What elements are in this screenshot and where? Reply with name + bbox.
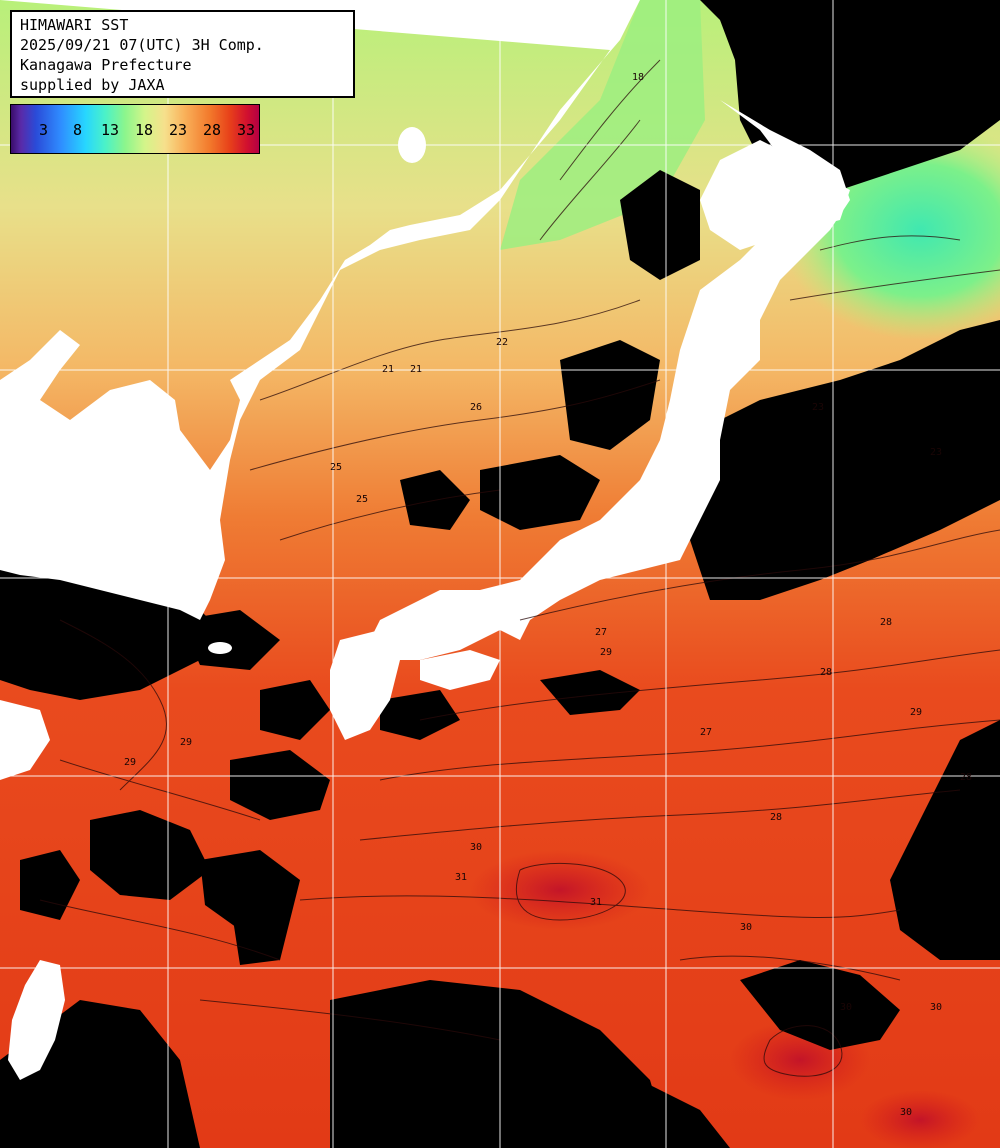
contour-label: 30 <box>930 1002 942 1013</box>
contour-label: 25 <box>330 462 342 473</box>
contour-label: 30 <box>740 922 752 933</box>
contour-labels: 18 21 21 22 23 23 25 25 26 27 27 28 28 28 28 29 29 29 29 30… <box>124 72 972 1118</box>
contour-label: 31 <box>455 872 467 883</box>
color-scale-legend: 3 8 13 18 23 28 33 <box>10 104 260 154</box>
contour-label: 21 <box>410 364 422 375</box>
contour-label: 23 <box>812 402 824 413</box>
contour-label: 28 <box>880 617 892 628</box>
legend-tick: 13 <box>101 121 120 139</box>
contour-label: 26 <box>470 402 482 413</box>
contour-label: 30 <box>840 1002 852 1013</box>
contour-label: 30 <box>470 842 482 853</box>
contour-label: 28 <box>820 667 832 678</box>
contour-label: 29 <box>600 647 612 658</box>
contour-label: 28 <box>960 772 972 783</box>
warm-core-central <box>470 850 650 930</box>
contour-label: 21 <box>382 364 394 375</box>
contour-label: 29 <box>124 757 136 768</box>
contour-label: 23 <box>930 447 942 458</box>
contour-label: 31 <box>590 897 602 908</box>
contour-label: 25 <box>356 494 368 505</box>
contour-label: 27 <box>700 727 712 738</box>
contour-label: 27 <box>595 627 607 638</box>
title-region: Kanagawa Prefecture <box>20 56 192 74</box>
title-product: HIMAWARI SST <box>20 16 129 34</box>
legend-tick: 28 <box>203 121 222 139</box>
contour-label: 29 <box>910 707 922 718</box>
contour-label: 28 <box>770 812 782 823</box>
legend-tick: 8 <box>73 121 83 139</box>
warm-core-south <box>860 1090 980 1148</box>
contour-label: 18 <box>632 72 644 83</box>
land <box>0 0 850 1080</box>
title-box: HIMAWARI SST 2025/09/21 07(UTC) 3H Comp.… <box>10 10 355 98</box>
contour-label: 22 <box>496 337 508 348</box>
contour-label: 29 <box>180 737 192 748</box>
title-credit: supplied by JAXA <box>20 76 165 94</box>
legend-tick: 3 <box>39 121 49 139</box>
legend-tick: 18 <box>135 121 154 139</box>
legend-tick: 33 <box>237 121 256 139</box>
sst-contours <box>39 59 1000 1077</box>
contour-label: 30 <box>900 1107 912 1118</box>
title-datetime: 2025/09/21 07(UTC) 3H Comp. <box>20 36 264 54</box>
legend-tick: 23 <box>169 121 188 139</box>
